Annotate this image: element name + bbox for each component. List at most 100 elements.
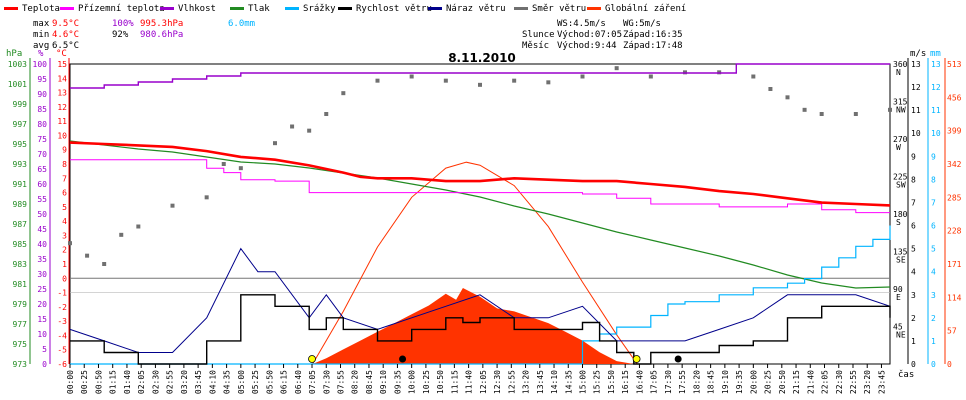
temp-tick-label: 2 xyxy=(62,246,67,255)
wind-direction-point xyxy=(512,78,517,83)
rad-tick-label: 228 xyxy=(947,227,962,236)
x-tick-label: 07:30 xyxy=(322,370,331,394)
temp-tick-label: 3 xyxy=(62,231,67,240)
legend-swatch xyxy=(285,7,299,10)
hpa-tick-label: 973 xyxy=(13,360,28,369)
rad-tick-label: 342 xyxy=(947,160,962,169)
x-tick-label: 14:10 xyxy=(550,370,559,394)
x-tick-label: 20:00 xyxy=(749,370,758,394)
wind-direction-point xyxy=(853,112,858,116)
wind-direction-point xyxy=(785,95,790,100)
dir-tick-name: S xyxy=(896,218,901,227)
temperature-line xyxy=(69,141,891,207)
temp-tick-label: 4 xyxy=(62,217,67,226)
temp-tick-label: -1 xyxy=(57,289,67,298)
temp-tick-label: -2 xyxy=(57,303,67,312)
dir-tick-degrees: 270 xyxy=(893,135,908,144)
wind-direction-point xyxy=(751,74,756,79)
temp-tick-label: -6 xyxy=(57,360,67,369)
hpa-tick-label: 1003 xyxy=(8,60,27,69)
legend-swatch xyxy=(60,7,74,10)
x-tick-label: 19:10 xyxy=(721,370,730,394)
x-tick-label: 21:40 xyxy=(806,370,815,394)
rain-line xyxy=(70,225,891,365)
wind-direction-point xyxy=(888,107,892,112)
x-tick-label: 08:20 xyxy=(351,370,360,394)
unit-pct: % xyxy=(38,49,44,59)
wind-direction-point xyxy=(768,87,773,91)
x-tick-label: 01:15 xyxy=(109,370,118,394)
unit-hpa: hPa xyxy=(6,49,22,59)
pct-tick-label: 5 xyxy=(42,345,47,354)
moonset-marker xyxy=(674,355,682,363)
wind-direction-point xyxy=(119,232,124,237)
wind-direction-point xyxy=(273,141,277,146)
x-tick-label: 12:55 xyxy=(507,370,516,394)
wind-direction-point xyxy=(238,166,243,171)
x-axis-label: čas xyxy=(898,369,914,380)
pct-tick-label: 20 xyxy=(37,300,47,309)
legend-swatch xyxy=(160,7,174,10)
legend-label: Globální záření xyxy=(605,4,686,14)
x-tick-label: 03:45 xyxy=(194,370,203,394)
legend-swatch xyxy=(230,7,244,10)
dir-tick-degrees: 180 xyxy=(893,210,908,219)
ms-tick-label: 9 xyxy=(911,152,916,161)
mm-tick-label: 11 xyxy=(931,106,941,115)
info-wg: WG:5m/s xyxy=(623,19,661,29)
hpa-tick-label: 987 xyxy=(13,220,28,229)
dir-tick-degrees: 45 xyxy=(893,323,903,332)
pressure-line xyxy=(69,140,891,289)
pct-tick-label: 70 xyxy=(37,150,47,159)
x-tick-label: 15:50 xyxy=(607,370,616,394)
pct-tick-label: 65 xyxy=(37,165,47,174)
temp-tick-label: 10 xyxy=(57,131,67,140)
temp-tick-label: 1 xyxy=(62,260,67,269)
stats-min-label: min xyxy=(33,30,49,40)
pct-tick-label: 55 xyxy=(37,195,47,204)
wind-direction-point xyxy=(204,195,209,200)
x-tick-label: 16:40 xyxy=(635,370,644,394)
info-moonset: Západ:17:48 xyxy=(623,41,683,51)
info-sunset: Západ:16:35 xyxy=(623,30,683,40)
temp-tick-label: 13 xyxy=(57,89,67,98)
temp-tick-label: -5 xyxy=(57,346,67,355)
info-moon-label: Měsíc xyxy=(522,41,549,51)
temp-tick-label: -3 xyxy=(57,317,67,326)
pct-tick-label: 10 xyxy=(37,330,47,339)
temp-tick-label: 6 xyxy=(62,189,67,198)
chart-title: 8.11.2010 xyxy=(448,51,516,65)
x-tick-label: 16:15 xyxy=(621,370,630,394)
hpa-tick-label: 989 xyxy=(13,200,28,209)
x-tick-label: 04:10 xyxy=(208,370,217,394)
pct-tick-label: 40 xyxy=(37,240,47,249)
hpa-tick-label: 999 xyxy=(13,100,28,109)
rad-tick-label: 171 xyxy=(947,260,962,269)
dir-tick-degrees: 360 xyxy=(893,60,908,69)
x-tick-label: 18:45 xyxy=(707,370,716,394)
x-tick-label: 02:05 xyxy=(137,370,146,394)
legend-label: Směr větru xyxy=(532,4,586,14)
x-tick-label: 11:40 xyxy=(465,370,474,394)
x-tick-label: 11:15 xyxy=(450,370,459,394)
stats-min-humidity: 92% xyxy=(112,30,129,40)
rad-tick-label: 57 xyxy=(947,327,957,336)
x-tick-label: 02:30 xyxy=(151,370,160,394)
dir-tick-name: NE xyxy=(896,331,906,340)
mm-tick-label: 2 xyxy=(931,314,936,323)
dir-tick-degrees: 90 xyxy=(893,285,903,294)
plot-area xyxy=(68,63,892,365)
sunrise-marker xyxy=(308,355,316,363)
unit-mm: mm xyxy=(930,49,941,59)
wind-direction-point xyxy=(443,78,448,83)
unit-ms: m/s xyxy=(910,49,926,59)
ms-tick-label: 12 xyxy=(911,83,921,92)
mm-tick-label: 3 xyxy=(931,291,936,300)
stats-max-temperature: 9.5°C xyxy=(52,19,79,29)
x-tick-label: 17:55 xyxy=(678,370,687,394)
pct-tick-label: 50 xyxy=(37,210,47,219)
x-tick-label: 00:25 xyxy=(80,370,89,394)
stats-min-temperature: 4.6°C xyxy=(52,30,79,40)
dir-tick-name: E xyxy=(896,293,901,302)
ms-tick-label: 13 xyxy=(911,60,921,69)
